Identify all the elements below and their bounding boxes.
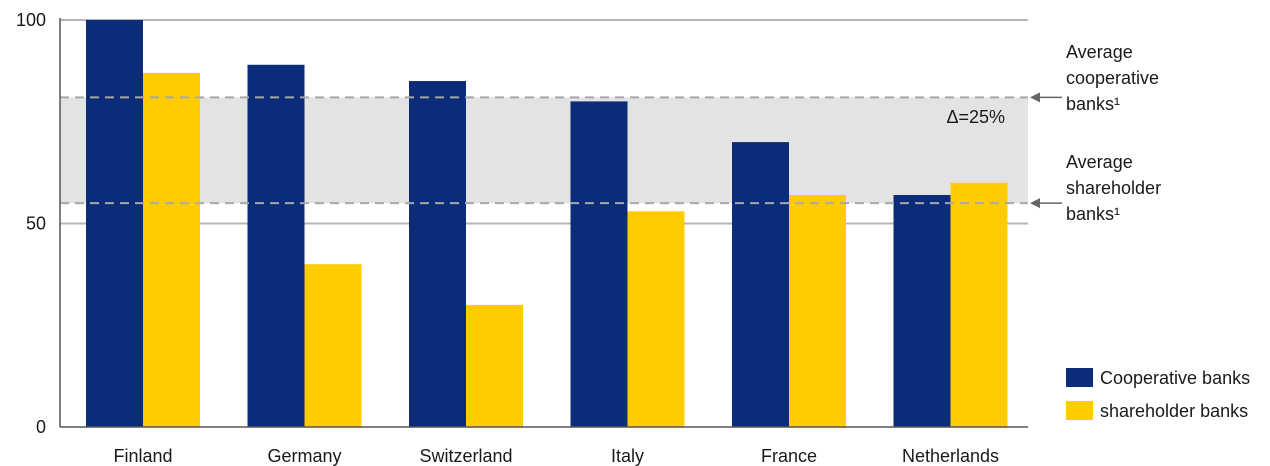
legend: Cooperative banks shareholder banks — [1066, 368, 1250, 421]
bar-netherlands-cooperative — [893, 195, 951, 427]
legend-label-shareholder: shareholder banks — [1100, 401, 1248, 421]
y-tick-label-0: 0 — [36, 417, 46, 437]
x-tick-label-netherlands: Netherlands — [902, 446, 999, 466]
x-tick-label-germany: Germany — [267, 446, 341, 466]
average-cooperative-label-line: banks¹ — [1066, 94, 1120, 114]
bar-germany-cooperative — [247, 64, 305, 428]
average-cooperative-label: Average cooperative banks¹ — [1066, 42, 1159, 114]
y-tick-label-50: 50 — [26, 214, 46, 234]
average-shareholder-label-line: banks¹ — [1066, 204, 1120, 224]
x-tick-label-france: France — [761, 446, 817, 466]
y-axis: 0 50 100 — [16, 10, 61, 437]
average-cooperative-arrow-head — [1030, 92, 1040, 103]
annotations: Average cooperative banks¹ Average sharehold… — [946, 42, 1161, 224]
bar-switzerland-cooperative — [409, 81, 466, 428]
x-tick-label-italy: Italy — [611, 446, 644, 466]
bar-italy-cooperative — [570, 101, 628, 428]
average-cooperative-label-line: Average — [1066, 42, 1133, 62]
legend-label-cooperative: Cooperative banks — [1100, 368, 1250, 388]
band-delta-label: Δ=25% — [946, 107, 1005, 127]
x-axis: Finland Germany Switzerland Italy France Neth… — [60, 426, 1028, 466]
average-shareholder-label: Average shareholder banks¹ — [1066, 152, 1161, 224]
bars — [86, 20, 1008, 428]
bar-germany-shareholder — [304, 264, 362, 427]
reference-lines — [60, 96, 1028, 205]
bar-finland-cooperative — [86, 20, 143, 427]
bar-france-shareholder — [789, 195, 846, 427]
bar-finland-shareholder — [143, 72, 200, 427]
x-tick-label-finland: Finland — [113, 446, 172, 466]
x-tick-label-switzerland: Switzerland — [419, 446, 512, 466]
bar-italy-shareholder — [627, 211, 685, 427]
average-band — [60, 97, 1028, 204]
bar-switzerland-shareholder — [466, 304, 523, 427]
average-shareholder-arrow-head — [1030, 198, 1040, 209]
bar-france-cooperative — [732, 142, 789, 427]
y-tick-label-100: 100 — [16, 10, 46, 30]
average-shareholder-label-line: shareholder — [1066, 178, 1161, 198]
legend-swatch-cooperative — [1066, 368, 1093, 387]
legend-swatch-shareholder — [1066, 401, 1093, 420]
average-shareholder-label-line: Average — [1066, 152, 1133, 172]
gridlines — [60, 19, 1028, 225]
bar-netherlands-shareholder — [950, 182, 1008, 427]
average-cooperative-label-line: cooperative — [1066, 68, 1159, 88]
